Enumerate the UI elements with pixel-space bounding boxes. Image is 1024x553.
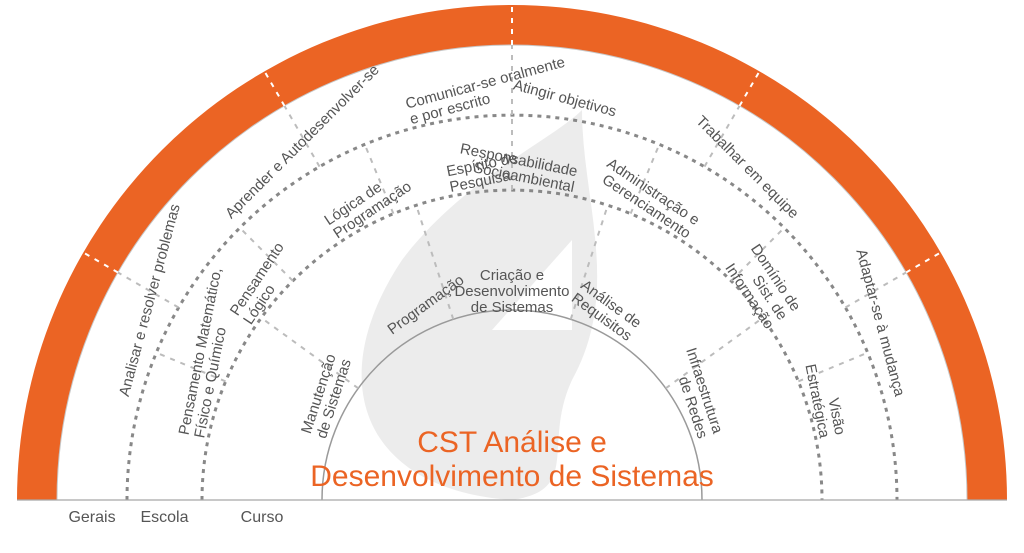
svg-text:Atingir objetivos: Atingir objetivos (511, 77, 618, 121)
axis-label-gerais: Gerais (68, 509, 115, 526)
center-title-line-0: CST Análise e (417, 426, 607, 459)
svg-text:Desenvolvimento: Desenvolvimento (454, 283, 569, 300)
outer-seg-3: Atingir objetivos (511, 77, 618, 121)
mid-seg-7: VisãoEstratégica (801, 359, 848, 440)
axis-label-curso: Curso (241, 509, 284, 526)
axis-label-escola: Escola (140, 509, 188, 526)
svg-text:Adaptar-se à mudança: Adaptar-se à mudança (852, 247, 908, 399)
center-title-line-1: Desenvolvimento de Sistemas (310, 460, 714, 493)
mid-seg-6: Domínio deSist. deInformação (720, 241, 803, 332)
competency-fan-diagram: Manutençãode SistemasProgramaçãoCriação … (0, 0, 1024, 553)
mid-seg-0: Pensamento Matemático,Físico e Químico (176, 266, 242, 439)
inner-seg-0: Manutençãode Sistemas (298, 352, 355, 441)
svg-text:de Sistemas: de Sistemas (471, 299, 554, 316)
inner-seg-4: Infraestruturade Redes (667, 346, 726, 442)
svg-text:Criação e: Criação e (480, 267, 544, 284)
outer-seg-5: Adaptar-se à mudança (852, 247, 908, 399)
center-title: CST Análise eDesenvolvimento de Sistemas (310, 426, 714, 493)
mid-seg-2: Lógica deProgramação (321, 165, 414, 242)
